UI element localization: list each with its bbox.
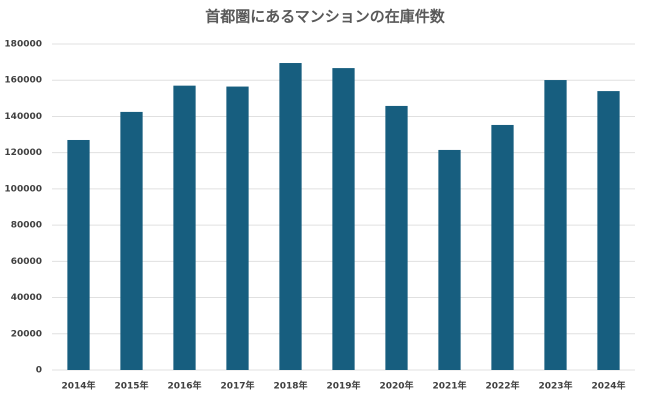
bar <box>67 139 90 370</box>
chart-title: 首都圏にあるマンションの在庫件数 <box>205 8 445 26</box>
x-tick-label: 2019年 <box>326 380 360 392</box>
bar <box>120 111 143 371</box>
y-tick-label: 100000 <box>4 184 42 194</box>
bar <box>438 149 461 370</box>
bar <box>491 124 514 370</box>
y-tick-label: 140000 <box>4 112 42 122</box>
y-tick-label: 120000 <box>4 148 42 158</box>
x-tick-label: 2018年 <box>273 380 307 392</box>
bar <box>279 63 302 371</box>
bar <box>597 91 620 370</box>
y-tick-label: 20000 <box>11 329 42 339</box>
bar <box>332 68 355 371</box>
x-tick-label: 2024年 <box>591 380 625 392</box>
x-tick-label: 2020年 <box>379 380 413 392</box>
y-tick-label: 180000 <box>4 40 42 50</box>
y-tick-label: 0 <box>36 366 42 376</box>
bar <box>385 105 408 370</box>
bar <box>544 80 567 371</box>
y-tick-label: 80000 <box>11 221 42 231</box>
bar <box>226 86 249 371</box>
x-tick-label: 2017年 <box>220 380 254 392</box>
bar <box>173 85 196 371</box>
y-tick-label: 160000 <box>4 76 42 86</box>
y-tick-label: 60000 <box>11 257 42 267</box>
x-tick-label: 2014年 <box>61 380 95 392</box>
y-tick-label: 40000 <box>11 293 42 303</box>
x-tick-label: 2016年 <box>167 380 201 392</box>
x-tick-label: 2023年 <box>538 380 572 392</box>
x-tick-label: 2021年 <box>432 380 466 392</box>
x-tick-label: 2015年 <box>114 380 148 392</box>
x-tick-label: 2022年 <box>485 380 519 392</box>
